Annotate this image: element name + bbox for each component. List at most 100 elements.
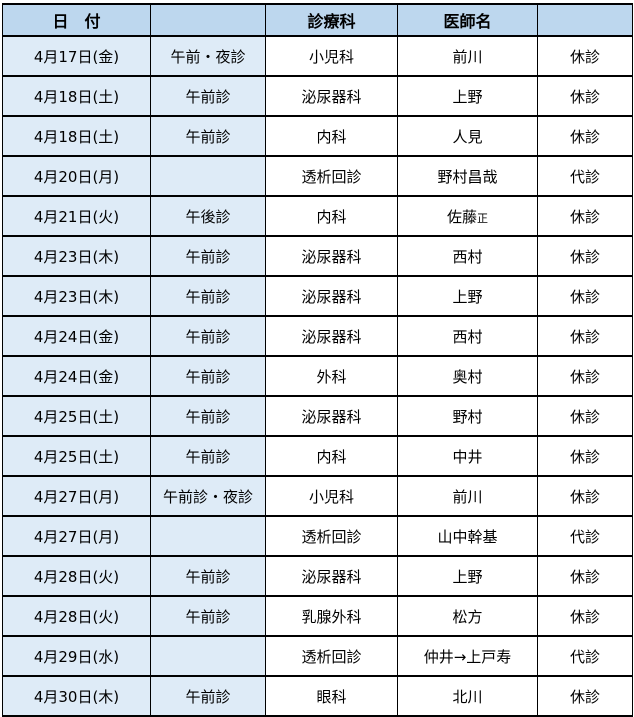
table-row: 4月21日(火) 午後診 内科 佐藤正 休診 [2,195,633,237]
department-cell: 外科 [265,355,398,397]
session-cell: 午前診 [150,75,266,117]
session-cell: 午前診 [150,555,266,597]
doctor-name: 前川 [452,487,483,506]
department-cell: 透析回診 [265,155,398,197]
status-cell: 休診 [537,315,633,357]
table-row: 4月30日(木) 午前診 眼科 北川 休診 [2,675,633,717]
table-row: 4月18日(土) 午前診 内科 人見 休診 [2,115,633,157]
date-cell: 4月24日(金) [2,355,151,397]
status-cell: 休診 [537,395,633,437]
doctor-name: 上野 [452,287,483,306]
status-cell: 休診 [537,75,633,117]
department-cell: 眼科 [265,675,398,717]
header-doctor: 医師名 [397,3,538,37]
doctor-name: 上野 [452,567,483,586]
department-cell: 内科 [265,195,398,237]
table-row: 4月27日(月) 午前診・夜診 小児科 前川 休診 [2,475,633,517]
table-row: 4月20日(月) 透析回診 野村昌哉 代診 [2,155,633,197]
status-cell: 代診 [537,155,633,197]
department-cell: 泌尿器科 [265,275,398,317]
date-cell: 4月18日(土) [2,75,151,117]
session-cell: 午前診 [150,315,266,357]
doctor-name: 野村 [452,407,483,426]
session-cell: 午前診 [150,395,266,437]
doctor-cell: 野村昌哉 [397,155,538,197]
date-cell: 4月18日(土) [2,115,151,157]
session-cell: 午前診 [150,435,266,477]
doctor-cell: 上野 [397,75,538,117]
doctor-cell: 仲井→上戸寿 [397,635,538,677]
header-row: 日 付 診療科 医師名 [2,3,633,37]
table-row: 4月28日(火) 午前診 乳腺外科 松方 休診 [2,595,633,637]
table-row: 4月23日(木) 午前診 泌尿器科 上野 休診 [2,275,633,317]
doctor-name: 佐藤 [446,207,477,226]
doctor-name: 松方 [452,607,483,626]
doctor-name: 山中幹基 [437,527,498,546]
doctor-name: 人見 [452,127,483,146]
date-cell: 4月28日(火) [2,595,151,637]
table-row: 4月24日(金) 午前診 外科 奥村 休診 [2,355,633,397]
department-cell: 泌尿器科 [265,395,398,437]
date-cell: 4月27日(月) [2,475,151,517]
status-cell: 代診 [537,635,633,677]
department-cell: 乳腺外科 [265,595,398,637]
session-cell: 午前診・夜診 [150,475,266,517]
date-cell: 4月24日(金) [2,315,151,357]
department-cell: 透析回診 [265,635,398,677]
status-cell: 休診 [537,675,633,717]
department-cell: 透析回診 [265,515,398,557]
doctor-cell: 奥村 [397,355,538,397]
doctor-cell: 西村 [397,235,538,277]
header-status [537,3,633,37]
department-cell: 小児科 [265,35,398,77]
doctor-name: 奥村 [452,367,483,386]
table-row: 4月24日(金) 午前診 泌尿器科 西村 休診 [2,315,633,357]
header-session [150,3,266,37]
table-row: 4月29日(水) 透析回診 仲井→上戸寿 代診 [2,635,633,677]
table-row: 4月17日(金) 午前・夜診 小児科 前川 休診 [2,35,633,77]
status-cell: 休診 [537,35,633,77]
status-cell: 休診 [537,235,633,277]
date-cell: 4月17日(金) [2,35,151,77]
doctor-name: 仲井→上戸寿 [423,647,512,666]
session-cell: 午前・夜診 [150,35,266,77]
doctor-cell: 北川 [397,675,538,717]
department-cell: 泌尿器科 [265,235,398,277]
doctor-cell: 前川 [397,35,538,77]
doctor-cell: 中井 [397,435,538,477]
session-cell [150,635,266,677]
status-cell: 休診 [537,435,633,477]
session-cell [150,515,266,557]
department-cell: 泌尿器科 [265,315,398,357]
session-cell: 午前診 [150,355,266,397]
table-row: 4月25日(土) 午前診 泌尿器科 野村 休診 [2,395,633,437]
session-cell: 午前診 [150,115,266,157]
session-cell: 午前診 [150,595,266,637]
table-row: 4月27日(月) 透析回診 山中幹基 代診 [2,515,633,557]
doctor-name: 前川 [452,47,483,66]
doctor-cell: 野村 [397,395,538,437]
doctor-name: 野村昌哉 [437,167,498,186]
doctor-cell: 西村 [397,315,538,357]
date-cell: 4月28日(火) [2,555,151,597]
table-row: 4月18日(土) 午前診 泌尿器科 上野 休診 [2,75,633,117]
doctor-cell: 人見 [397,115,538,157]
date-cell: 4月30日(木) [2,675,151,717]
table-row: 4月23日(木) 午前診 泌尿器科 西村 休診 [2,235,633,277]
department-cell: 内科 [265,115,398,157]
date-cell: 4月25日(土) [2,435,151,477]
date-cell: 4月25日(土) [2,395,151,437]
session-cell: 午前診 [150,675,266,717]
table-row: 4月25日(土) 午前診 内科 中井 休診 [2,435,633,477]
department-cell: 小児科 [265,475,398,517]
department-cell: 泌尿器科 [265,75,398,117]
header-date: 日 付 [2,3,151,37]
schedule-rows: 4月17日(金) 午前・夜診 小児科 前川 休診 4月18日(土) 午前診 泌尿… [2,35,633,717]
date-cell: 4月29日(水) [2,635,151,677]
date-cell: 4月23日(木) [2,235,151,277]
status-cell: 休診 [537,355,633,397]
session-cell: 午前診 [150,275,266,317]
date-cell: 4月21日(火) [2,195,151,237]
table-row: 4月28日(火) 午前診 泌尿器科 上野 休診 [2,555,633,597]
doctor-name: 西村 [452,247,483,266]
